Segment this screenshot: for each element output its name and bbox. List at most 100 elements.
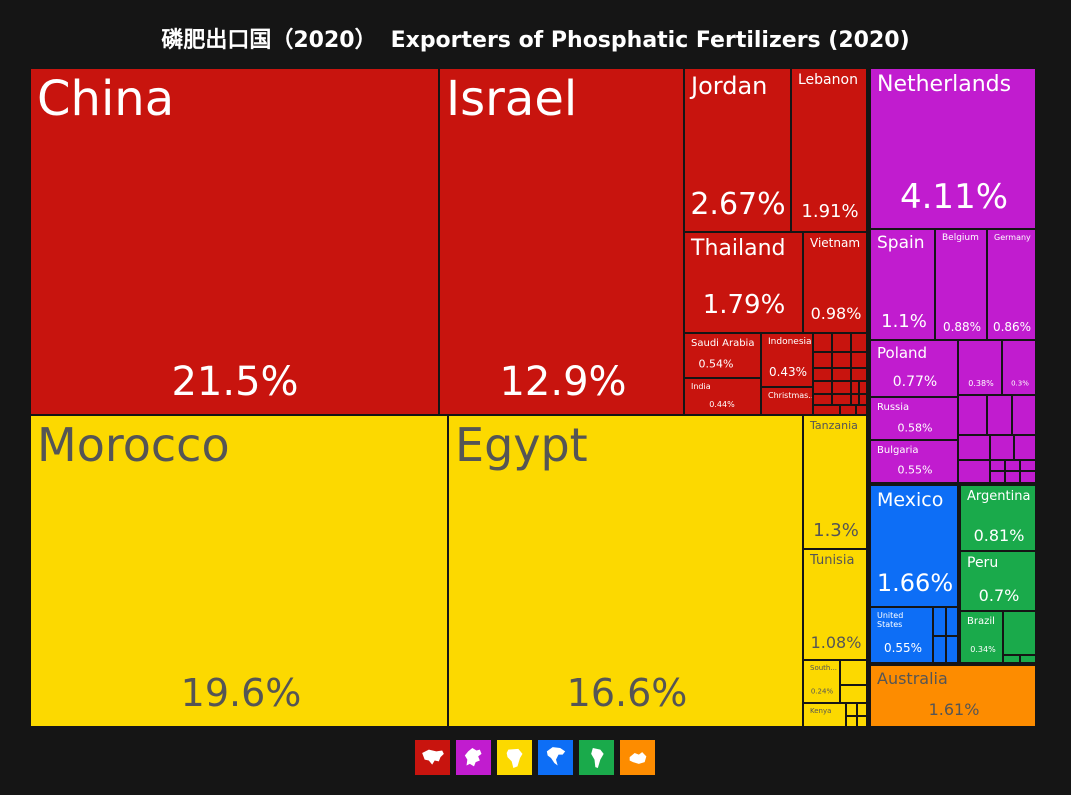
cell-percentage: 0.43% [768,365,808,379]
treemap-cell-small-12 [859,381,867,394]
legend-europe[interactable] [456,740,491,775]
treemap-cell-small-23 [857,703,867,716]
cell-name: South... [810,664,838,672]
treemap-cell-peru: Peru 0.7% [960,551,1036,611]
chart-title-cn: 磷肥出口国（2020） [161,28,377,53]
cell-name: Tanzania [810,419,858,432]
cell-name: Jordan [691,72,768,100]
cell-percentage: 4.11% [899,177,1009,217]
treemap-cell-small-0 [813,333,832,352]
north-america-map-icon [546,746,565,765]
treemap-cell-small-26 [958,395,987,435]
treemap-cell-jordan: Jordan 2.67% [684,68,791,232]
treemap-cell-small-40 [946,607,958,636]
treemap-cell-small-41 [933,636,946,663]
cell-name: United States [877,611,904,629]
cell-name: China [37,71,175,127]
treemap-cell-small-42 [946,636,958,663]
treemap-cell-small-15 [851,394,859,405]
treemap-cell-indonesia: Indonesia 0.43% [761,333,813,387]
legend-oceania[interactable] [620,740,655,775]
treemap-cell-small-25 [857,716,867,727]
treemap-cell-india: India 0.44% [684,378,761,415]
cell-name: Germany [994,233,1031,242]
legend-north-america[interactable] [538,740,573,775]
treemap-cell-small-28 [1012,395,1036,435]
treemap-cell-small-2 [851,333,867,352]
cell-percentage: 0.24% [810,687,834,696]
cell-percentage: 1.1% [881,311,927,332]
cell-name: Lebanon [798,72,858,88]
cell-name: Bulgaria [877,445,919,456]
cell-name: Thailand [691,236,786,261]
cell-percentage: 16.6% [566,671,688,715]
treemap: China 21.5% Israel 12.9% Jordan 2.67% Lebanon 1… [30,68,1037,727]
cell-name: Belgium [942,233,979,243]
treemap-cell-small-20 [840,660,867,685]
cell-percentage: 1.61% [928,700,980,719]
region-legend [415,740,655,775]
treemap-cell-thailand: Thailand 1.79% [684,232,803,333]
treemap-cell-small-37 [1005,471,1020,483]
treemap-cell-tanzania: Tanzania 1.3% [803,415,867,549]
cell-percentage: 12.9% [499,359,627,405]
treemap-cell-netherlands: Netherlands 4.11% [870,68,1036,229]
treemap-cell-small-19 [856,405,867,415]
treemap-cell-kenya: Kenya [803,703,846,727]
treemap-cell-small-33 [990,460,1005,471]
treemap-cell-small-5 [851,352,867,368]
treemap-cell-small-32 [958,460,990,483]
cell-percentage: 0.38% [968,379,994,388]
treemap-cell-small-38 [1020,471,1036,483]
treemap-cell-small-18 [840,405,856,415]
treemap-cell-christmas: Christmas... [761,387,813,415]
treemap-cell-small-13 [813,394,832,405]
europe-map-icon [464,747,481,766]
cell-percentage: 0.88% [942,320,982,334]
legend-south-america[interactable] [579,740,614,775]
treemap-cell-israel: Israel 12.9% [439,68,684,415]
treemap-cell-small-35 [1020,460,1036,471]
chart-title-en: Exporters of Phosphatic Fertilizers (202… [390,28,910,53]
treemap-cell-unlabeled-22: 0.3% [1002,340,1036,395]
treemap-cell-vietnam: Vietnam 0.98% [803,232,867,333]
cell-name: India [691,382,711,391]
legend-asia[interactable] [415,740,450,775]
chart-title: 磷肥出口国（2020） Exporters of Phosphatic Ferti… [0,22,1071,54]
treemap-cell-china: China 21.5% [30,68,439,415]
treemap-cell-small-8 [851,368,867,381]
cell-name: Morocco [37,418,230,472]
cell-name: Indonesia [768,337,812,347]
cell-percentage: 0.86% [992,320,1032,334]
cell-name: Brazil [967,616,995,627]
treemap-cell-small-10 [832,381,851,394]
legend-africa[interactable] [497,740,532,775]
treemap-cell-small-22 [846,703,857,716]
cell-percentage: 1.08% [810,633,862,652]
cell-name: Tunisia [810,553,855,568]
treemap-cell-morocco: Morocco 19.6% [30,415,448,727]
treemap-cell-small-44 [1003,655,1020,663]
cell-percentage: 0.7% [978,586,1020,605]
cell-percentage: 1.79% [702,290,786,320]
treemap-cell-small-27 [987,395,1012,435]
treemap-cell-brazil: Brazil 0.34% [960,611,1003,663]
treemap-cell-australia: Australia 1.61% [870,665,1036,727]
cell-percentage: 19.6% [180,671,302,715]
cell-name: Israel [446,71,578,127]
treemap-cell-egypt: Egypt 16.6% [448,415,803,727]
treemap-cell-tunisia: Tunisia 1.08% [803,549,867,660]
cell-name: Australia [877,669,948,688]
south-america-map-icon [590,747,604,768]
treemap-cell-small-16 [859,394,867,405]
treemap-cell-argentina: Argentina 0.81% [960,485,1036,551]
asia-map-icon [421,749,444,765]
treemap-cell-spain: Spain 1.1% [870,229,935,340]
treemap-cell-small-14 [832,394,851,405]
treemap-cell-small-17 [813,405,840,415]
treemap-cell-united-states: United States 0.55% [870,607,933,663]
cell-name: Mexico [877,489,944,511]
cell-percentage: 1.66% [876,569,954,597]
cell-name: Vietnam [810,236,861,250]
africa-map-icon [506,748,522,768]
